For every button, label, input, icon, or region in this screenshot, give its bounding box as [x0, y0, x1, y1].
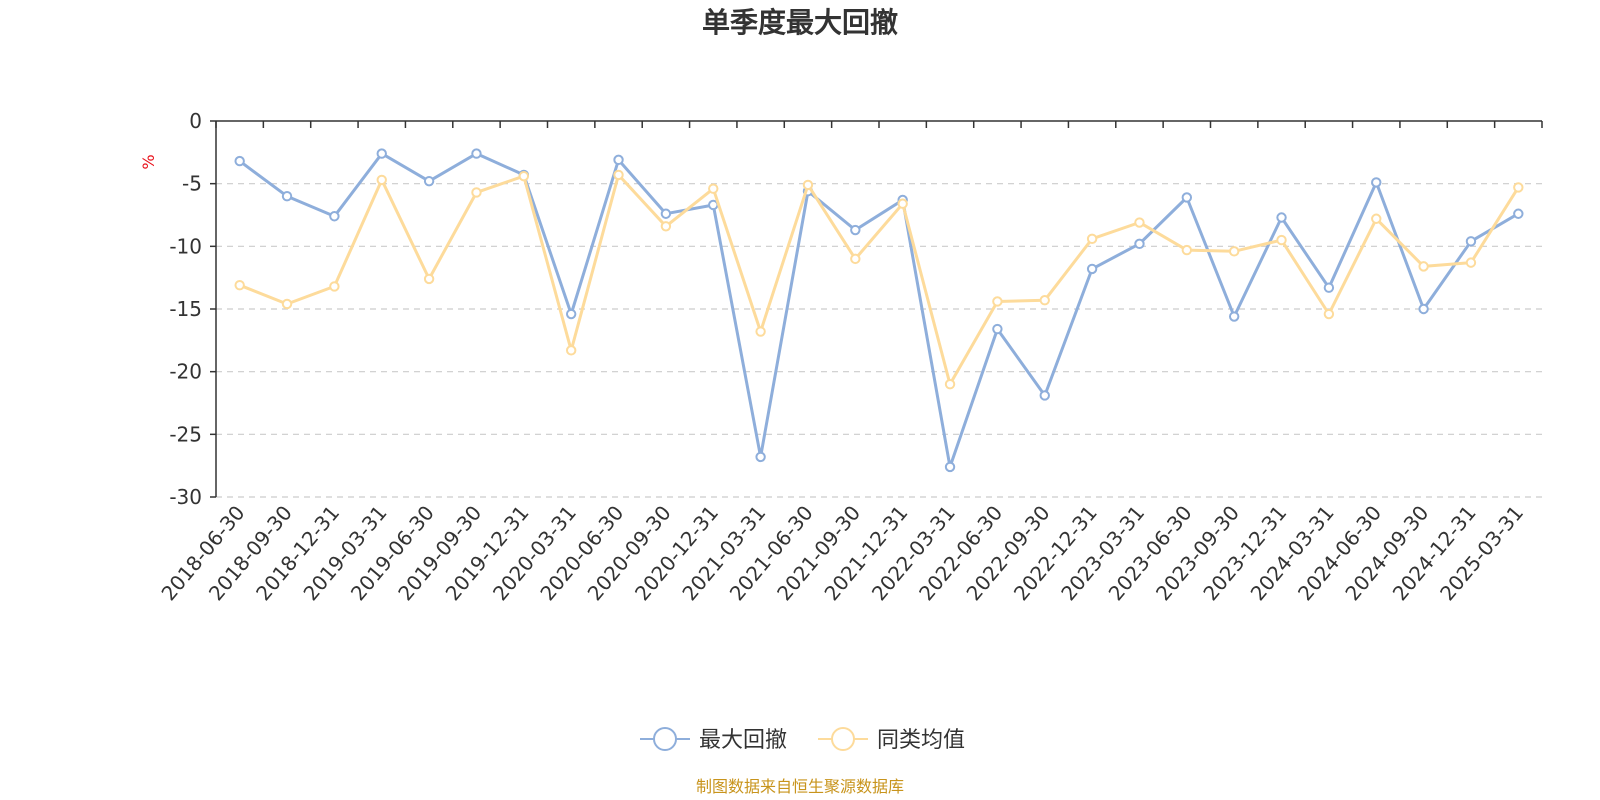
legend-item[interactable]: 最大回撤	[640, 727, 787, 753]
y-tick-label: -25	[169, 422, 202, 446]
x-tick-labels: 2018-06-302018-09-302018-12-312019-03-31…	[156, 501, 1528, 605]
data-point[interactable]	[1513, 208, 1524, 219]
data-point[interactable]	[518, 170, 530, 182]
data-point[interactable]	[1086, 263, 1098, 275]
y-tick-label: -5	[182, 172, 202, 196]
data-point[interactable]	[1134, 238, 1145, 250]
y-tick-label: -10	[169, 234, 202, 258]
data-point[interactable]	[755, 451, 766, 463]
legend-label: 最大回撤	[699, 728, 787, 753]
data-point[interactable]	[234, 279, 245, 291]
data-point[interactable]	[708, 183, 719, 194]
y-tick-label: 0	[189, 109, 202, 133]
data-point[interactable]	[1181, 192, 1193, 203]
data-point[interactable]	[1134, 217, 1145, 228]
data-point[interactable]	[281, 298, 293, 310]
data-point[interactable]	[1371, 177, 1382, 188]
data-point[interactable]	[1276, 212, 1287, 223]
legend-label: 同类均值	[877, 728, 965, 753]
data-point[interactable]	[423, 273, 435, 285]
data-point[interactable]	[1228, 311, 1240, 322]
grid-lines	[216, 183, 1542, 498]
legend-item[interactable]: 同类均值	[818, 727, 965, 753]
data-point[interactable]	[376, 174, 387, 186]
axes	[210, 120, 1543, 498]
y-axis-unit: %	[139, 154, 158, 169]
series-group	[234, 148, 1524, 473]
data-point[interactable]	[471, 187, 482, 198]
data-point[interactable]	[281, 191, 293, 202]
series-2	[234, 169, 1524, 390]
data-point[interactable]	[1323, 308, 1335, 320]
data-point[interactable]	[1465, 236, 1477, 247]
y-tick-labels: 0 -5 -10 -15 -20 -25 -30	[169, 109, 202, 509]
data-point[interactable]	[850, 253, 861, 265]
data-point[interactable]	[613, 154, 624, 166]
data-point[interactable]	[660, 221, 672, 232]
data-point[interactable]	[1371, 213, 1382, 224]
legend-marker-icon	[653, 727, 677, 751]
legend-marker-icon	[831, 727, 855, 751]
data-point[interactable]	[897, 198, 908, 209]
chart-title: 单季度最大回撤	[702, 6, 898, 39]
data-point[interactable]	[660, 208, 672, 219]
data-point[interactable]	[1039, 390, 1050, 401]
source-note: 制图数据来自恒生聚源数据库	[696, 777, 904, 796]
data-point[interactable]	[1276, 234, 1287, 246]
data-point[interactable]	[755, 326, 766, 337]
data-point[interactable]	[1323, 282, 1335, 293]
data-point[interactable]	[850, 224, 861, 236]
legend: 最大回撤 同类均值	[640, 727, 965, 753]
data-point[interactable]	[565, 345, 577, 356]
data-point[interactable]	[376, 148, 387, 159]
data-point[interactable]	[944, 379, 956, 390]
data-point[interactable]	[329, 281, 340, 292]
data-point[interactable]	[1086, 233, 1098, 245]
data-point[interactable]	[329, 211, 340, 222]
data-point[interactable]	[1513, 182, 1524, 193]
data-point[interactable]	[234, 155, 245, 167]
data-point[interactable]	[471, 148, 482, 159]
data-point[interactable]	[1228, 246, 1240, 257]
y-tick-label: -15	[169, 297, 202, 321]
y-tick-label: -20	[169, 360, 202, 384]
data-point[interactable]	[1418, 303, 1429, 315]
series-line	[239, 173, 1520, 386]
data-point[interactable]	[565, 308, 577, 320]
data-point[interactable]	[423, 175, 435, 187]
data-point[interactable]	[992, 323, 1003, 335]
y-tick-label: -30	[169, 485, 202, 509]
data-point[interactable]	[1039, 295, 1050, 306]
data-point[interactable]	[1418, 261, 1429, 272]
data-point[interactable]	[802, 179, 814, 191]
data-point[interactable]	[944, 461, 956, 473]
series-line	[238, 152, 1520, 469]
data-point[interactable]	[1181, 244, 1193, 256]
data-point[interactable]	[1465, 257, 1477, 268]
data-point[interactable]	[992, 296, 1003, 307]
data-point[interactable]	[613, 169, 624, 181]
